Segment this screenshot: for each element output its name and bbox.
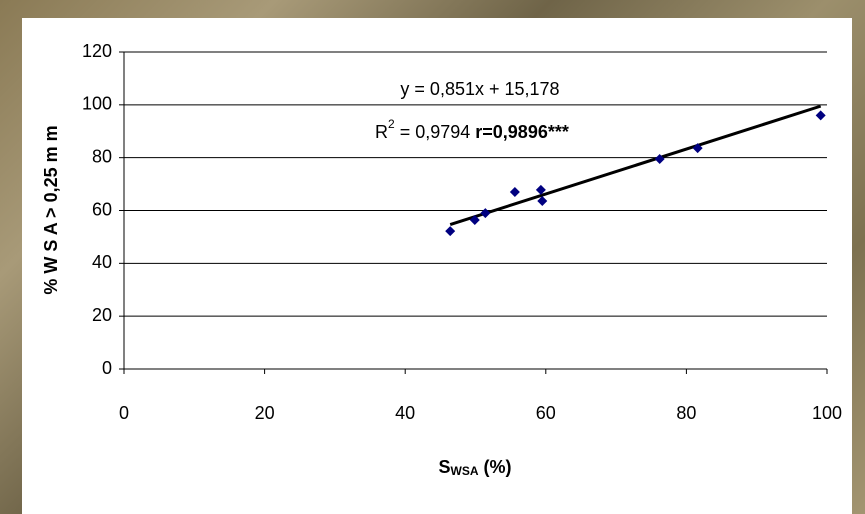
x-tick-label: 0 [119,403,129,423]
page: {"chart_data": {"type": "scatter", "x": … [0,0,865,514]
y-tick-label: 40 [92,252,112,272]
r2-annotation: R2 = 0,9794 r=0,9896*** [375,117,569,142]
x-label-sub: WSA [451,464,479,478]
r2-value: = 0,9794 [395,122,476,142]
y-tick-label: 100 [82,94,112,114]
y-tick-label: 60 [92,199,112,219]
x-tick-label: 20 [255,403,275,423]
y-tick-label: 120 [82,41,112,61]
y-axis-label: % W S A > 0,25 m m [41,125,61,294]
x-tick-label: 60 [536,403,556,423]
y-tick-label: 20 [92,305,112,325]
r-value: r=0,9896*** [475,122,569,142]
x-label-rest: (%) [479,457,512,477]
chart: y = 0,851x + 15,178 R2 = 0,9794 r=0,9896… [0,0,865,514]
y-tick-label: 0 [102,358,112,378]
r2-base: R [375,122,388,142]
x-tick-label: 40 [395,403,415,423]
x-tick-label: 100 [812,403,842,423]
equation: y = 0,851x + 15,178 [400,79,559,99]
x-label-base: S [438,457,450,477]
x-tick-label: 80 [676,403,696,423]
y-tick-label: 80 [92,146,112,166]
